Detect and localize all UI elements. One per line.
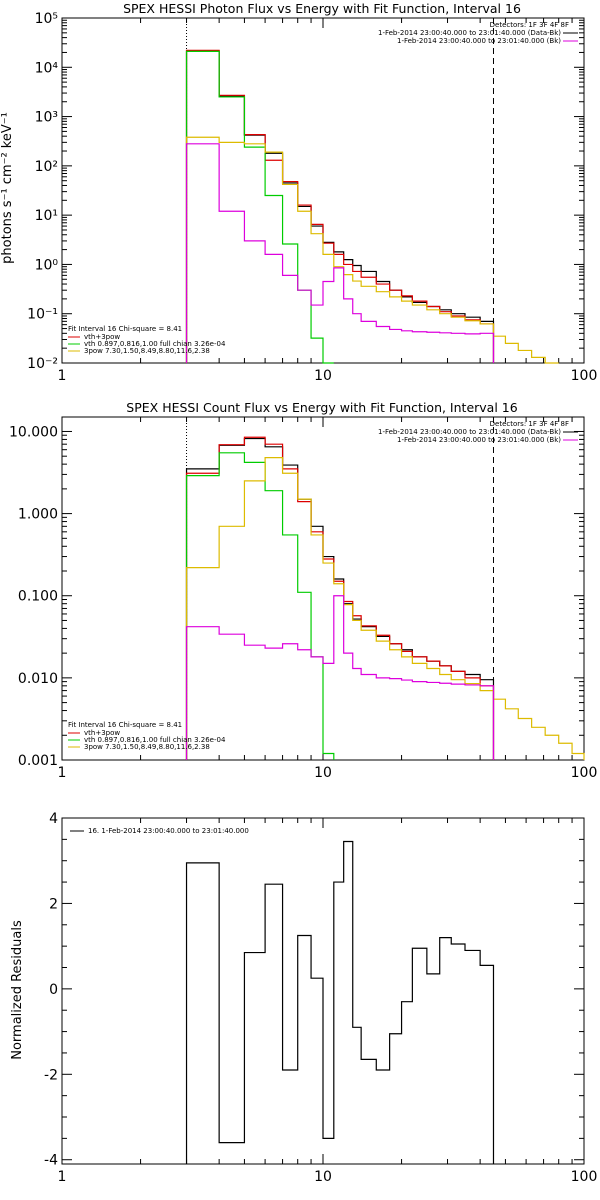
x-tick-label: 1	[58, 1169, 67, 1185]
x-tick-label: 100	[571, 368, 598, 384]
y-tick-label: 2	[49, 896, 58, 912]
y-tick-label: 10⁻²	[27, 356, 58, 372]
y-tick-label: 4	[49, 811, 58, 827]
photon-legend-fit-interval: Fit Interval 16 Chi-square = 8.41	[68, 325, 182, 333]
series-data-bk	[185, 50, 495, 363]
series-bk	[185, 143, 495, 363]
residuals-legend-text: 16. 1-Feb-2014 23:00:40.000 to 23:01:40.…	[88, 827, 249, 835]
series-3pow	[185, 457, 585, 760]
y-tick-label: 10⁵	[35, 11, 58, 27]
series-16	[185, 840, 495, 1164]
photon-legend-detectors: Detectors: 1F 3F 4F 8F	[490, 21, 569, 29]
photon-flux-ylabel: photons s⁻¹ cm⁻² keV⁻¹	[0, 112, 15, 264]
count-flux-series	[185, 436, 585, 760]
y-tick-label: 0.010	[18, 671, 58, 687]
photon-flux-series	[185, 49, 559, 364]
y-tick-label: 0	[49, 982, 58, 998]
residuals-panel: Normalized Residuals 1 10 100 -4 -2 0 2 4 16. 1…	[10, 811, 597, 1185]
series-vth-3pow	[185, 436, 495, 760]
photon-legend-vth: vth 0.897,0.816,1.00 full chian 3.26e-04	[84, 340, 226, 348]
count-flux-title: SPEX HESSI Count Flux vs Energy with Fit…	[126, 400, 517, 415]
x-tick-label: 1	[58, 368, 67, 384]
y-tick-label: 0.001	[18, 753, 58, 769]
count-legend-vth3pow: vth+3pow	[84, 729, 120, 737]
photon-legend-3pow: 3pow 7.30,1.50,8.49,8.80,11.6,2.38	[84, 347, 210, 355]
x-tick-label: 1	[58, 765, 67, 781]
count-legend-fit-interval: Fit Interval 16 Chi-square = 8.41	[68, 721, 182, 729]
residuals-ylabel: Normalized Residuals	[10, 920, 25, 1060]
count-flux-panel: SPEX HESSI Count Flux vs Energy with Fit…	[9, 400, 597, 781]
x-tick-label: 10	[314, 1169, 332, 1185]
y-tick-label: 0.100	[18, 589, 58, 605]
y-tick-label: 10.000	[9, 424, 58, 440]
y-tick-label: 10³	[35, 110, 58, 126]
residuals-legend: 16. 1-Feb-2014 23:00:40.000 to 23:01:40.…	[70, 827, 249, 835]
y-tick-label: -4	[44, 1153, 58, 1169]
photon-flux-legend-top: Detectors: 1F 3F 4F 8F 1-Feb-2014 23:00:…	[378, 21, 578, 45]
y-tick-label: 10¹	[35, 208, 58, 224]
count-flux-legend-top: Detectors: 1F 3F 4F 8F 1-Feb-2014 23:00:…	[378, 420, 578, 444]
photon-flux-panel: SPEX HESSI Photon Flux vs Energy with Fi…	[0, 1, 597, 384]
y-tick-label: 1.000	[18, 507, 58, 523]
x-tick-label: 100	[571, 765, 598, 781]
count-legend-3pow: 3pow 7.30,1.50,8.49,8.80,11.6,2.38	[84, 743, 210, 751]
x-tick-label: 10	[314, 765, 332, 781]
series-3pow	[185, 136, 559, 364]
count-flux-legend-bottom: Fit Interval 16 Chi-square = 8.41 vth+3p…	[68, 721, 226, 751]
series-vth	[185, 452, 335, 760]
photon-flux-legend-bottom: Fit Interval 16 Chi-square = 8.41 vth+3p…	[68, 325, 226, 355]
count-legend-data-bk: 1-Feb-2014 23:00:40.000 to 23:01:40.000 …	[378, 428, 561, 436]
y-tick-label: -2	[44, 1067, 58, 1083]
x-tick-label: 10	[314, 368, 332, 384]
y-tick-label: 10²	[35, 159, 58, 175]
y-tick-label: 10⁴	[35, 60, 59, 76]
series-vth	[185, 50, 334, 364]
photon-legend-data-bk: 1-Feb-2014 23:00:40.000 to 23:01:40.000 …	[378, 29, 561, 37]
series-bk	[185, 595, 495, 760]
residuals-ticks: 1 10 100 -4 -2 0 2 4	[44, 811, 597, 1185]
count-legend-bk: 1-Feb-2014 23:00:40.000 to 23:01:40.000 …	[397, 436, 561, 444]
photon-flux-title: SPEX HESSI Photon Flux vs Energy with Fi…	[123, 1, 521, 16]
count-legend-detectors: Detectors: 1F 3F 4F 8F	[490, 420, 569, 428]
y-tick-label: 10⁻¹	[27, 307, 58, 323]
photon-legend-vth3pow: vth+3pow	[84, 333, 120, 341]
series-vth-3pow	[185, 49, 495, 363]
count-legend-vth: vth 0.897,0.816,1.00 full chian 3.26e-04	[84, 736, 226, 744]
photon-legend-bk: 1-Feb-2014 23:00:40.000 to 23:01:40.000 …	[397, 37, 561, 45]
x-tick-label: 100	[571, 1169, 598, 1185]
residuals-series	[185, 840, 495, 1164]
y-tick-label: 10⁰	[35, 257, 59, 273]
